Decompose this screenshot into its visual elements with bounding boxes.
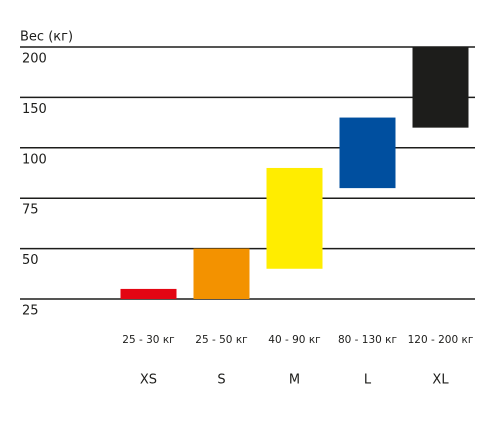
bar: [339, 117, 396, 189]
y-axis-label: Вес (кг): [20, 30, 73, 45]
bar: [412, 47, 469, 128]
range-label: 25 - 50 кг: [195, 334, 247, 346]
range-label: 40 - 90 кг: [268, 334, 320, 346]
x-tick-label: XL: [432, 373, 449, 388]
x-tick-label: XS: [140, 373, 157, 388]
range-label: 80 - 130 кг: [338, 334, 397, 346]
y-tick-label: 100: [22, 152, 47, 167]
y-tick-label: 50: [22, 253, 39, 268]
y-tick-label: 25: [22, 304, 39, 319]
bar: [120, 288, 177, 299]
bar: [193, 248, 250, 299]
x-tick-label: M: [289, 373, 300, 388]
y-tick-label: 200: [22, 52, 47, 67]
x-tick-label: L: [364, 373, 372, 388]
bar: [266, 167, 323, 269]
y-tick-label: 75: [22, 203, 39, 218]
y-tick-label: 150: [22, 102, 47, 117]
range-label: 120 - 200 кг: [408, 334, 474, 346]
range-label: 25 - 30 кг: [122, 334, 174, 346]
x-tick-label: S: [217, 373, 225, 388]
